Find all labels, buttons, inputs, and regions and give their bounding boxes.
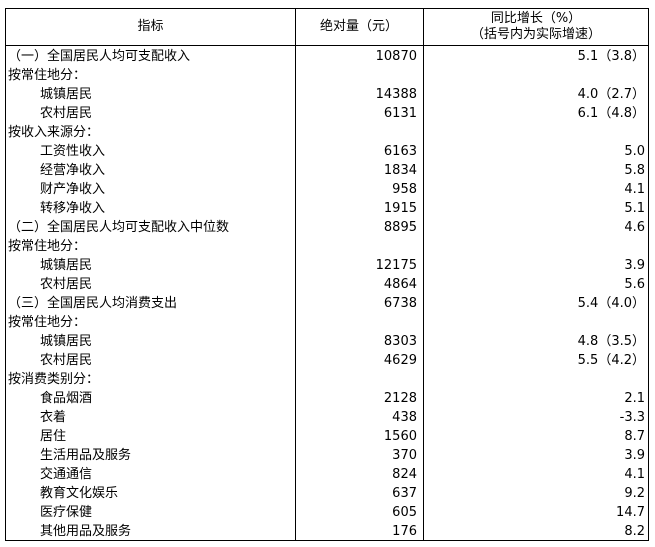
header-note: （括号内为实际增速） bbox=[470, 27, 601, 42]
row-label: 农村居民 bbox=[40, 277, 93, 292]
absolute-value: 14388 bbox=[375, 87, 417, 102]
row-label: 交通通信 bbox=[40, 467, 93, 482]
growth-value: 5.1（3.8） bbox=[577, 49, 645, 64]
absolute-value: 1915 bbox=[383, 201, 417, 216]
growth-value: 4.8（3.5） bbox=[577, 334, 645, 349]
row-label: 教育文化娱乐 bbox=[40, 486, 119, 501]
growth-value: 5.5（4.2） bbox=[577, 353, 645, 368]
absolute-value: 10870 bbox=[375, 49, 417, 64]
absolute-value: 637 bbox=[392, 486, 417, 501]
table: 指标 绝对量（元） 同比增长（%） （括号内为实际增速） （一）全国居民人均可支… bbox=[5, 8, 649, 541]
growth-value: 4.1 bbox=[624, 467, 645, 482]
section-label: 按常住地分： bbox=[8, 239, 87, 254]
absolute-value: 958 bbox=[392, 182, 417, 197]
header-divider bbox=[6, 45, 648, 46]
row-label: 生活用品及服务 bbox=[40, 448, 132, 463]
row-label: 其他用品及服务 bbox=[40, 524, 132, 539]
row-label: （二）全国居民人均可支配收入中位数 bbox=[8, 220, 230, 235]
row-label: 居住 bbox=[40, 429, 67, 444]
growth-value: 8.2 bbox=[624, 524, 645, 539]
growth-value: -3.3 bbox=[619, 410, 645, 425]
row-label: 转移净收入 bbox=[40, 201, 106, 216]
growth-value: 5.4（4.0） bbox=[577, 296, 645, 311]
growth-value: 3.9 bbox=[624, 258, 645, 273]
absolute-value: 4629 bbox=[383, 353, 417, 368]
row-label: 农村居民 bbox=[40, 106, 93, 121]
growth-value: 6.1（4.8） bbox=[577, 106, 645, 121]
row-label: 医疗保健 bbox=[40, 505, 93, 520]
absolute-value: 4864 bbox=[383, 277, 417, 292]
growth-value: 3.9 bbox=[624, 448, 645, 463]
absolute-value: 370 bbox=[392, 448, 417, 463]
row-label: （三）全国居民人均消费支出 bbox=[8, 296, 178, 311]
absolute-value: 176 bbox=[392, 524, 417, 539]
row-label: 城镇居民 bbox=[40, 87, 93, 102]
absolute-value: 6131 bbox=[383, 106, 417, 121]
absolute-value: 2128 bbox=[383, 391, 417, 406]
growth-value: 4.6 bbox=[624, 220, 645, 235]
row-label: 衣着 bbox=[40, 410, 67, 425]
growth-value: 4.1 bbox=[624, 182, 645, 197]
header-cell: 同比增长（%） bbox=[490, 11, 582, 26]
row-label: 经营净收入 bbox=[40, 163, 106, 178]
growth-value: 5.0 bbox=[624, 144, 645, 159]
absolute-value: 1560 bbox=[383, 429, 417, 444]
row-label: 财产净收入 bbox=[40, 182, 106, 197]
row-label: 工资性收入 bbox=[40, 144, 106, 159]
absolute-value: 12175 bbox=[375, 258, 417, 273]
absolute-value: 6163 bbox=[383, 144, 417, 159]
growth-value: 2.1 bbox=[624, 391, 645, 406]
row-label: 农村居民 bbox=[40, 353, 93, 368]
row-label: 城镇居民 bbox=[40, 258, 93, 273]
growth-value: 5.1 bbox=[624, 201, 645, 216]
growth-value: 5.8 bbox=[624, 163, 645, 178]
section-label: 按常住地分： bbox=[8, 68, 87, 83]
absolute-value: 6738 bbox=[383, 296, 417, 311]
row-label: （一）全国居民人均可支配收入 bbox=[8, 49, 191, 64]
header-cell: 指标 bbox=[137, 19, 164, 34]
row-label: 城镇居民 bbox=[40, 334, 93, 349]
growth-value: 4.0（2.7） bbox=[577, 87, 645, 102]
absolute-value: 8303 bbox=[383, 334, 417, 349]
absolute-value: 8895 bbox=[383, 220, 417, 235]
column-divider bbox=[423, 9, 424, 540]
growth-value: 5.6 bbox=[624, 277, 645, 292]
growth-value: 9.2 bbox=[624, 486, 645, 501]
absolute-value: 605 bbox=[392, 505, 417, 520]
growth-value: 14.7 bbox=[616, 505, 645, 520]
header-cell: 绝对量（元） bbox=[319, 19, 398, 34]
section-label: 按常住地分： bbox=[8, 315, 87, 330]
column-divider bbox=[295, 9, 296, 540]
section-label: 按收入来源分： bbox=[8, 125, 100, 140]
section-label: 按消费类别分： bbox=[8, 372, 100, 387]
absolute-value: 824 bbox=[392, 467, 417, 482]
row-label: 食品烟酒 bbox=[40, 391, 93, 406]
growth-value: 8.7 bbox=[624, 429, 645, 444]
absolute-value: 1834 bbox=[383, 163, 417, 178]
absolute-value: 438 bbox=[392, 410, 417, 425]
